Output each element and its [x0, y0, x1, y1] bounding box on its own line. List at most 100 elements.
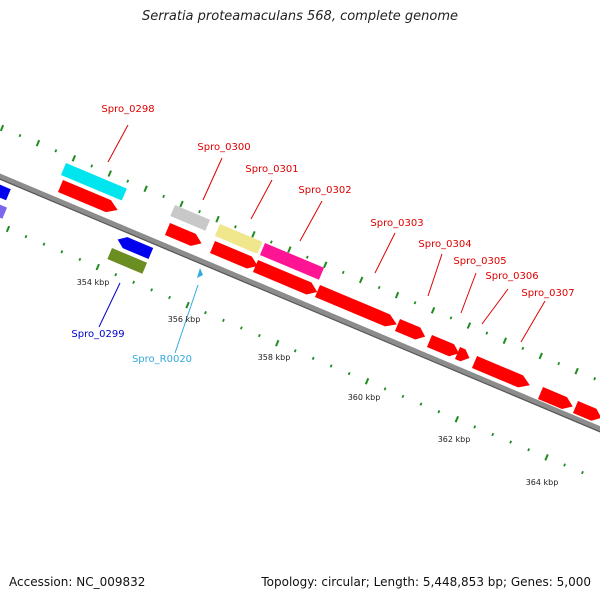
ruler-dot	[341, 270, 345, 275]
ruler-dot	[234, 225, 237, 229]
ruler-major-tick	[35, 139, 41, 147]
cds-spro-0299-blue[interactable]	[115, 234, 154, 260]
ruler-dot	[485, 331, 489, 335]
ruler-major-tick	[143, 185, 148, 193]
ruler-major-tick	[394, 291, 400, 299]
feature-khaki[interactable]	[214, 224, 263, 254]
cds-spro-0306[interactable]	[454, 347, 472, 364]
gene-label: Spro_0302	[298, 185, 351, 196]
feature-pink[interactable]	[259, 242, 324, 280]
ruler-dot	[593, 377, 597, 381]
cds-spro-0305[interactable]	[426, 335, 462, 359]
ruler-tick-label: 360 kbp	[348, 393, 381, 402]
cds-spro-0309[interactable]	[572, 401, 600, 424]
leader-lines	[98, 124, 546, 354]
ruler-dot	[78, 257, 82, 262]
ruler-dot	[168, 295, 171, 300]
ruler-dot	[437, 410, 441, 414]
ruler-dot	[347, 371, 351, 376]
ruler-dot	[527, 448, 531, 452]
ruler-dot	[311, 356, 315, 361]
genome-backbone-shade	[0, 178, 600, 433]
ruler-dot	[204, 311, 207, 315]
gene-label: Spro_R0020	[132, 354, 192, 365]
ruler-dot	[521, 346, 525, 350]
feature-purple-left[interactable]	[0, 203, 8, 219]
ruler-dot	[42, 242, 46, 246]
ruler-dot	[413, 301, 417, 305]
cds-spro-0303[interactable]	[314, 285, 399, 330]
ruler-major-tick	[287, 246, 292, 253]
cds-spro-0298[interactable]	[57, 180, 120, 216]
gene-label: Spro_0298	[101, 104, 154, 115]
cds-spro-0308[interactable]	[537, 387, 575, 413]
genome-stats-text: Topology: circular; Length: 5,448,853 bp…	[261, 575, 591, 589]
outer-dot-track	[0, 124, 597, 381]
feature-blue-left[interactable]	[0, 183, 11, 201]
accession-text: Accession: NC_009832	[9, 575, 146, 589]
ruler-major-tick	[5, 225, 11, 233]
ruler-dot	[563, 463, 566, 467]
ruler-dot	[198, 209, 201, 214]
ruler-major-tick	[0, 124, 5, 132]
feature-grey[interactable]	[170, 204, 211, 231]
feature-cyan[interactable]	[60, 162, 127, 201]
map-title: Serratia proteamaculans 568, complete ge…	[141, 9, 459, 24]
ruler-dot	[239, 326, 243, 330]
ruler-dot	[509, 440, 513, 444]
cds-spro-0300[interactable]	[164, 223, 204, 249]
gene-label: Spro_0305	[453, 256, 506, 267]
ruler-dot	[383, 387, 387, 391]
ruler-major-tick	[574, 367, 579, 375]
ruler-major-tick	[185, 301, 190, 309]
ruler-major-tick	[538, 352, 543, 360]
ruler-labels: 354 kbp 356 kbp 358 kbp 360 kbp 362 kbp …	[77, 278, 559, 487]
inner-dot-track	[5, 225, 584, 475]
genome-backbone	[0, 173, 600, 432]
ruler-tick-label: 356 kbp	[168, 315, 201, 324]
ruler-dot	[419, 402, 423, 406]
cds-spro-0307[interactable]	[471, 356, 532, 391]
ruler-major-tick	[215, 215, 220, 223]
ruler-dot	[18, 133, 22, 138]
gene-label: Spro_0307	[521, 288, 574, 299]
ruler-dot	[24, 234, 28, 239]
ruler-dot	[449, 316, 453, 320]
gene-label: Spro_0306	[485, 271, 538, 282]
ruler-dot	[60, 250, 64, 254]
ruler-tick-label: 364 kbp	[526, 478, 559, 487]
ruler-dot	[329, 364, 333, 368]
ruler-dot	[491, 432, 495, 437]
ruler-dot	[269, 240, 273, 244]
cds-spro-0304[interactable]	[394, 319, 428, 343]
ruler-dot	[305, 255, 309, 259]
ruler-dot	[257, 333, 261, 338]
feature-track	[0, 162, 600, 424]
ruler-dot	[114, 273, 118, 277]
ruler-tick-label: 362 kbp	[438, 435, 471, 444]
gene-label: Spro_0299	[71, 329, 124, 340]
ruler-major-tick	[275, 339, 280, 347]
ruler-major-tick	[71, 155, 77, 162]
ruler-dot	[132, 280, 136, 284]
ruler-major-tick	[430, 307, 436, 314]
ruler-major-tick	[323, 261, 328, 269]
gene-label: Spro_0300	[197, 142, 250, 153]
ruler-tick-label: 358 kbp	[258, 353, 291, 362]
gene-label-group: Spro_0298 Spro_0300 Spro_0301 Spro_0302 …	[71, 104, 574, 365]
feature-olive[interactable]	[107, 247, 148, 274]
ruler-major-tick	[364, 377, 370, 385]
cds-spro-0301[interactable]	[209, 241, 260, 272]
ruler-dot	[222, 318, 225, 322]
ruler-tick-label: 354 kbp	[77, 278, 110, 287]
cds-spro-0302[interactable]	[252, 260, 320, 298]
ruler-major-tick	[179, 200, 184, 208]
ruler-major-tick	[502, 337, 508, 345]
gene-label: Spro_0303	[370, 218, 423, 229]
trna-spro-r0020[interactable]	[197, 268, 203, 278]
ruler-major-tick	[454, 415, 460, 423]
ruler-major-tick	[107, 170, 112, 177]
ruler-dot	[473, 425, 477, 429]
gene-label: Spro_0301	[245, 164, 298, 175]
